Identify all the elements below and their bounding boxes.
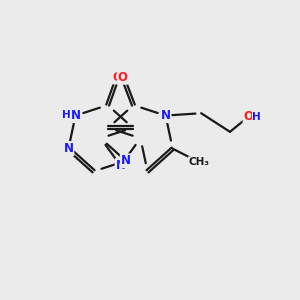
Text: H: H: [253, 112, 261, 122]
Text: H: H: [62, 110, 71, 120]
Text: N: N: [63, 142, 74, 155]
Text: O: O: [113, 70, 123, 83]
Text: O: O: [118, 71, 128, 84]
Text: N: N: [121, 154, 131, 167]
Text: N: N: [116, 159, 126, 172]
Text: O: O: [244, 110, 254, 123]
Text: CH₃: CH₃: [189, 157, 210, 167]
Text: N: N: [70, 109, 80, 122]
Text: N: N: [160, 109, 171, 122]
